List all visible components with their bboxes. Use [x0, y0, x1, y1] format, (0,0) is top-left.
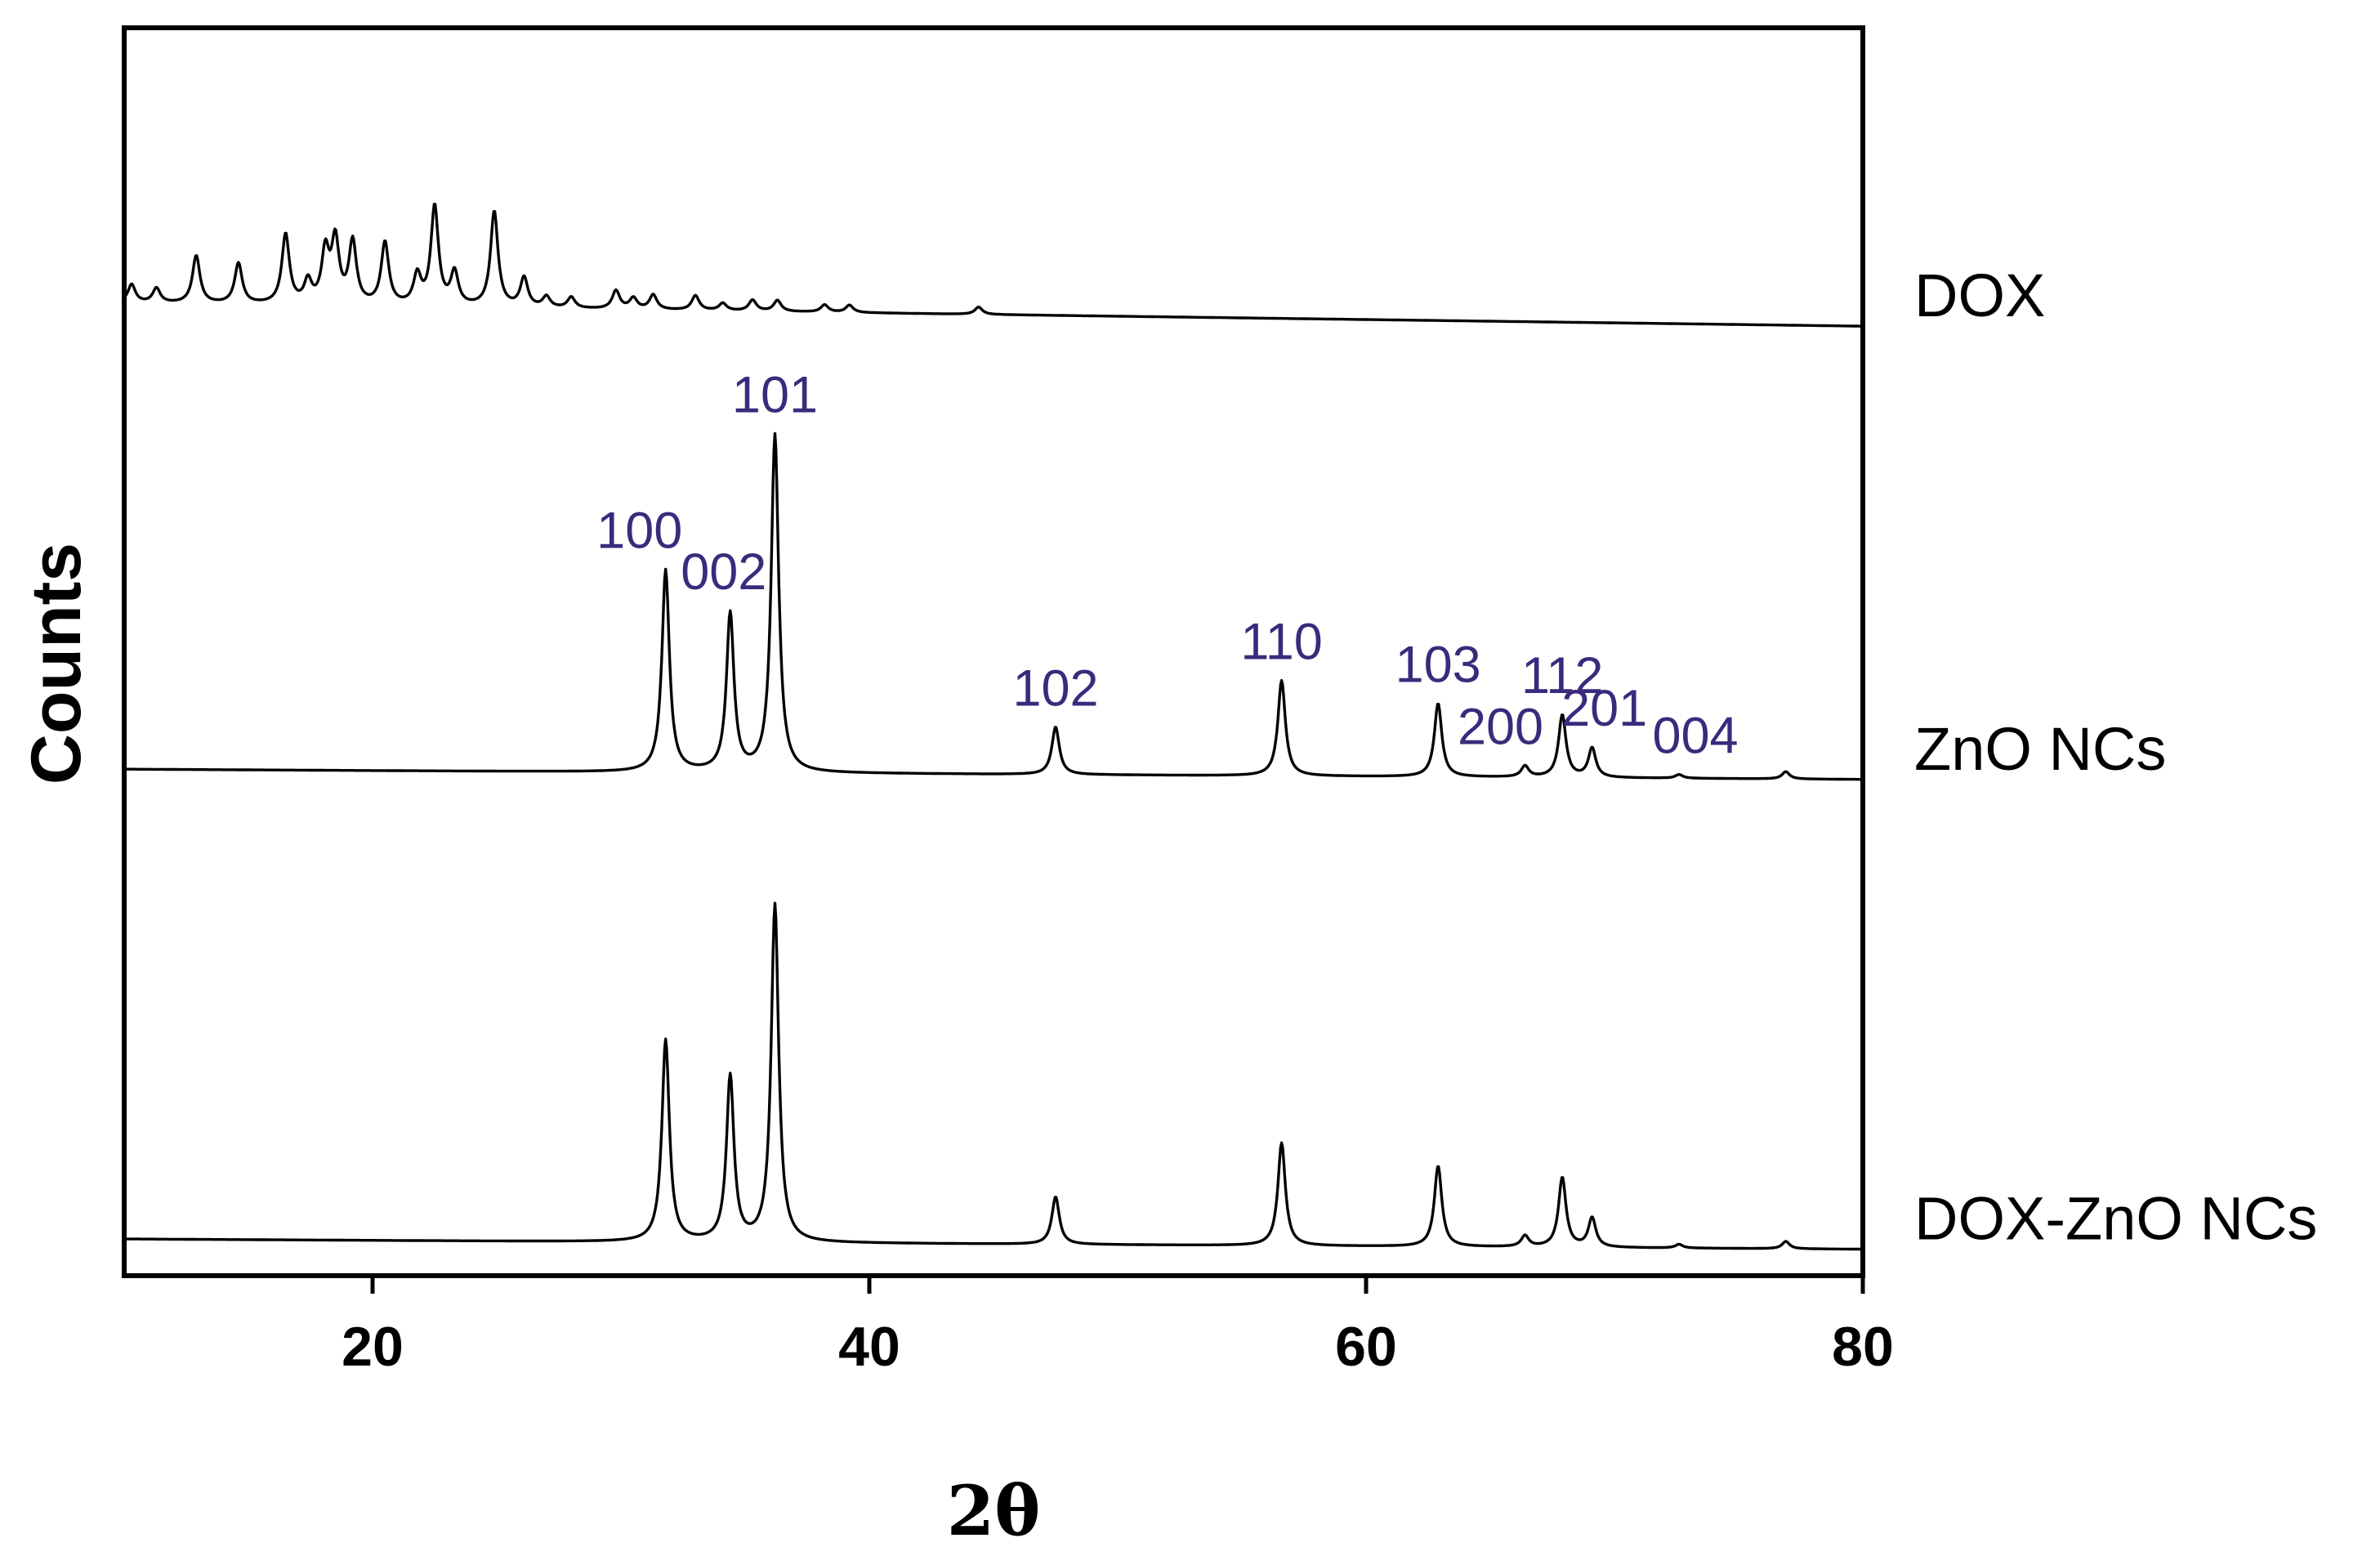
series-line-dox-zno-ncs — [123, 901, 1864, 1251]
peak-label-110: 110 — [1240, 614, 1322, 671]
y-axis-title: Counts — [17, 543, 96, 785]
peak-label-004: 004 — [1652, 708, 1738, 765]
peak-label-102: 102 — [1012, 660, 1098, 717]
x-axis-title: 2θ — [947, 1470, 1040, 1551]
peak-label-112: 112 — [1521, 647, 1603, 704]
peak-label-103: 103 — [1395, 637, 1481, 694]
peak-label-101: 101 — [732, 366, 818, 423]
series-line-dox — [123, 203, 1864, 328]
x-tick-label-60: 60 — [1335, 1316, 1397, 1378]
peak-label-002: 002 — [681, 543, 766, 601]
x-axis-ticks: 20 40 60 80 — [342, 1276, 1894, 1378]
series-label-dox-zno-ncs: DOX-ZnO NCs — [1914, 1185, 2317, 1253]
x-tick-label-20: 20 — [342, 1316, 404, 1378]
x-tick-label-40: 40 — [838, 1316, 900, 1378]
x-tick-label-80: 80 — [1832, 1316, 1894, 1378]
plot-traces — [123, 203, 1864, 1251]
series-label-dox: DOX — [1914, 262, 2045, 329]
series-label-zno-ncs: ZnO NCs — [1914, 715, 2166, 783]
peak-label-200: 200 — [1458, 698, 1543, 755]
plot-frame — [122, 25, 1865, 1278]
series-line-zno-ncs — [123, 431, 1864, 781]
peak-label-100: 100 — [596, 502, 682, 559]
series-labels: DOX ZnO NCs DOX-ZnO NCs — [1914, 262, 2317, 1253]
peak-label-201: 201 — [1561, 680, 1647, 737]
